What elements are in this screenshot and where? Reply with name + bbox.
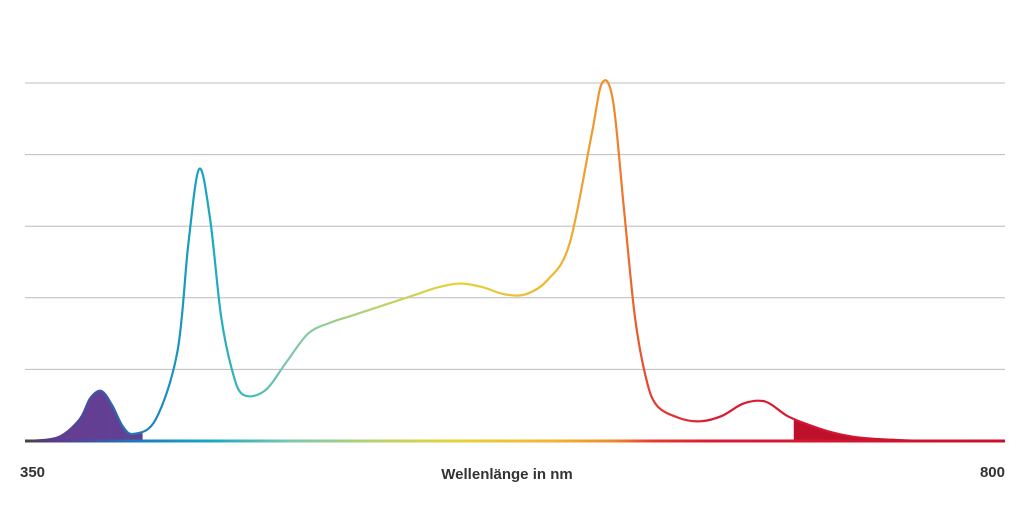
baseline: [25, 439, 1005, 443]
uv-blue-filled-area: [25, 390, 143, 441]
series: [24, 79, 1006, 443]
spectrum-baseline: [25, 439, 1005, 443]
x-tick-label-800: 800: [980, 464, 1005, 481]
fills: [25, 390, 1005, 441]
far-red-filled-area: [793, 419, 1005, 441]
spectrum-curve: [24, 79, 1006, 443]
x-tick-label-350: 350: [20, 464, 45, 481]
x-axis-title: Wellenlänge in nm: [441, 466, 572, 483]
gridlines: [25, 82, 1005, 370]
